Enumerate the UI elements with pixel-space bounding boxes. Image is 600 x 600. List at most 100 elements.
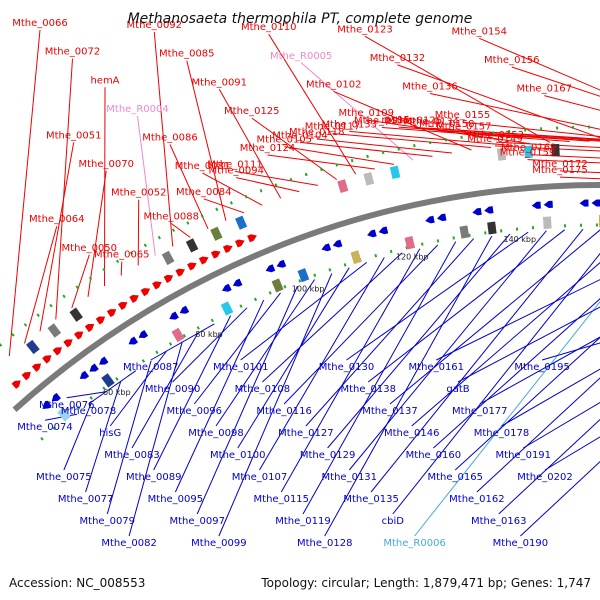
gene-shape-12 xyxy=(140,288,151,297)
connector-line xyxy=(55,58,73,320)
gene-shape-1 xyxy=(21,371,31,381)
gene-label: Mthe_0125 xyxy=(224,106,280,117)
connector-line xyxy=(215,279,316,427)
connector-line xyxy=(109,350,167,427)
gene-label: Mthe_0110 xyxy=(241,22,297,33)
gene-shape-71 xyxy=(531,201,541,209)
gene-label: Mthe_R0004 xyxy=(106,104,168,115)
gene-shape-40 xyxy=(496,147,507,161)
connector-line xyxy=(414,300,600,537)
gene-label: Mthe_0101 xyxy=(213,362,269,373)
gene-shape-94 xyxy=(404,236,416,250)
gene-shape-89 xyxy=(171,327,185,343)
gene-shape-38 xyxy=(363,171,375,186)
connector-line xyxy=(85,380,122,493)
gene-label: hemA xyxy=(90,75,119,86)
connector-line xyxy=(327,233,511,449)
gene-label: Mthe_0089 xyxy=(126,472,182,483)
gene-shape-4 xyxy=(52,347,62,356)
gene-shape-39 xyxy=(389,165,401,180)
connector-line xyxy=(66,391,107,399)
gene-shape-51 xyxy=(51,392,61,402)
gene-label: Mthe_0135 xyxy=(343,494,399,505)
connector-line xyxy=(348,230,547,471)
connector-line xyxy=(262,252,403,383)
connector-line xyxy=(63,402,92,471)
gene-label: Mthe_0077 xyxy=(58,494,114,505)
gene-label: Mthe_0202 xyxy=(517,472,573,483)
gene-track xyxy=(11,143,600,422)
gene-label: Mthe_0157 xyxy=(436,121,492,132)
tick-label: 60 kbp xyxy=(103,388,131,397)
tick-label: 140 kbp xyxy=(503,235,536,244)
gene-label: Mthe_0075 xyxy=(36,472,92,483)
gene-label: Mthe_0097 xyxy=(169,516,225,527)
tick-label: 100 kbp xyxy=(292,285,325,294)
gene-shape-16 xyxy=(187,262,197,271)
connector-line xyxy=(305,238,475,427)
gene-shape-55 xyxy=(128,336,139,345)
gene-label: Mthe_0072 xyxy=(45,47,101,58)
gene-shape-53 xyxy=(89,363,99,372)
gene-label: rps15p xyxy=(381,115,416,126)
gene-label: Mthe_0064 xyxy=(29,214,85,225)
connector-line xyxy=(137,115,156,256)
gene-shape-70 xyxy=(484,206,494,214)
gene-label: Mthe_0117 xyxy=(305,122,361,133)
gene-shape-67 xyxy=(425,215,435,224)
connector-line xyxy=(316,138,452,154)
genome-backbone xyxy=(12,182,600,412)
gene-label: Mthe_0155 xyxy=(435,110,491,121)
gene-shape-61 xyxy=(265,264,276,273)
gene-shape-42 xyxy=(551,143,560,157)
connector-line xyxy=(186,60,227,221)
connector-line xyxy=(234,170,318,186)
gene-label: Mthe_0100 xyxy=(210,450,266,461)
connector-line xyxy=(236,177,300,193)
gene-label: Mthe_0133 xyxy=(322,119,378,130)
gene-label: Mthe_0079 xyxy=(80,516,136,527)
gene-label: Mthe_0118 xyxy=(289,127,345,138)
gene-shape-14 xyxy=(163,274,174,283)
gene-shape-5 xyxy=(63,339,73,348)
connector-line xyxy=(128,341,183,537)
gene-shape-66 xyxy=(378,226,389,235)
connector-line xyxy=(332,133,492,148)
gene-shape-21 xyxy=(247,234,257,243)
connector-line xyxy=(284,146,394,165)
gene-label: Mthe_0076 xyxy=(39,400,95,411)
gene-labels: Mthe_0066 Mthe_0064 Mthe_0051 Mthe_0072 Mthe… xyxy=(12,18,588,549)
connector-line xyxy=(366,119,531,145)
gene-label: Mthe_0177 xyxy=(452,406,508,417)
connector-line xyxy=(349,130,511,146)
gene-label: Mthe_0153 xyxy=(468,130,524,141)
connector-line xyxy=(454,336,600,471)
gene-shape-92 xyxy=(297,268,310,283)
backbone-arc xyxy=(12,182,600,412)
connector-line xyxy=(8,29,41,357)
gene-label: Mthe_0124 xyxy=(240,143,296,154)
connector-line xyxy=(496,141,600,148)
gene-label: Mthe_0099 xyxy=(191,538,247,549)
connector-line xyxy=(24,226,58,344)
gene-label: Mthe_0084 xyxy=(176,187,232,198)
gene-shape-2 xyxy=(31,363,42,372)
connector-line xyxy=(71,254,90,309)
gene-label: Mthe_0066 xyxy=(12,18,68,29)
connector-line xyxy=(431,127,600,140)
gene-label: Mthe_0107 xyxy=(232,472,288,483)
gene-shape-34 xyxy=(185,238,199,253)
gene-label: Mthe_0126 xyxy=(387,115,443,126)
gene-shape-35 xyxy=(210,226,223,241)
gene-label: Mthe_0105 xyxy=(257,135,313,146)
gene-label: Mthe_R0005 xyxy=(270,51,332,62)
gene-label: Mthe_0156 xyxy=(484,55,540,66)
gene-label: Mthe_0162 xyxy=(449,494,505,505)
gene-shape-17 xyxy=(198,256,209,265)
gene-label: Mthe_0092 xyxy=(127,20,183,31)
connector-line xyxy=(299,141,433,157)
connector-line xyxy=(494,145,600,152)
connector-line xyxy=(237,267,350,449)
gene-label: Mthe_0154 xyxy=(452,26,508,37)
